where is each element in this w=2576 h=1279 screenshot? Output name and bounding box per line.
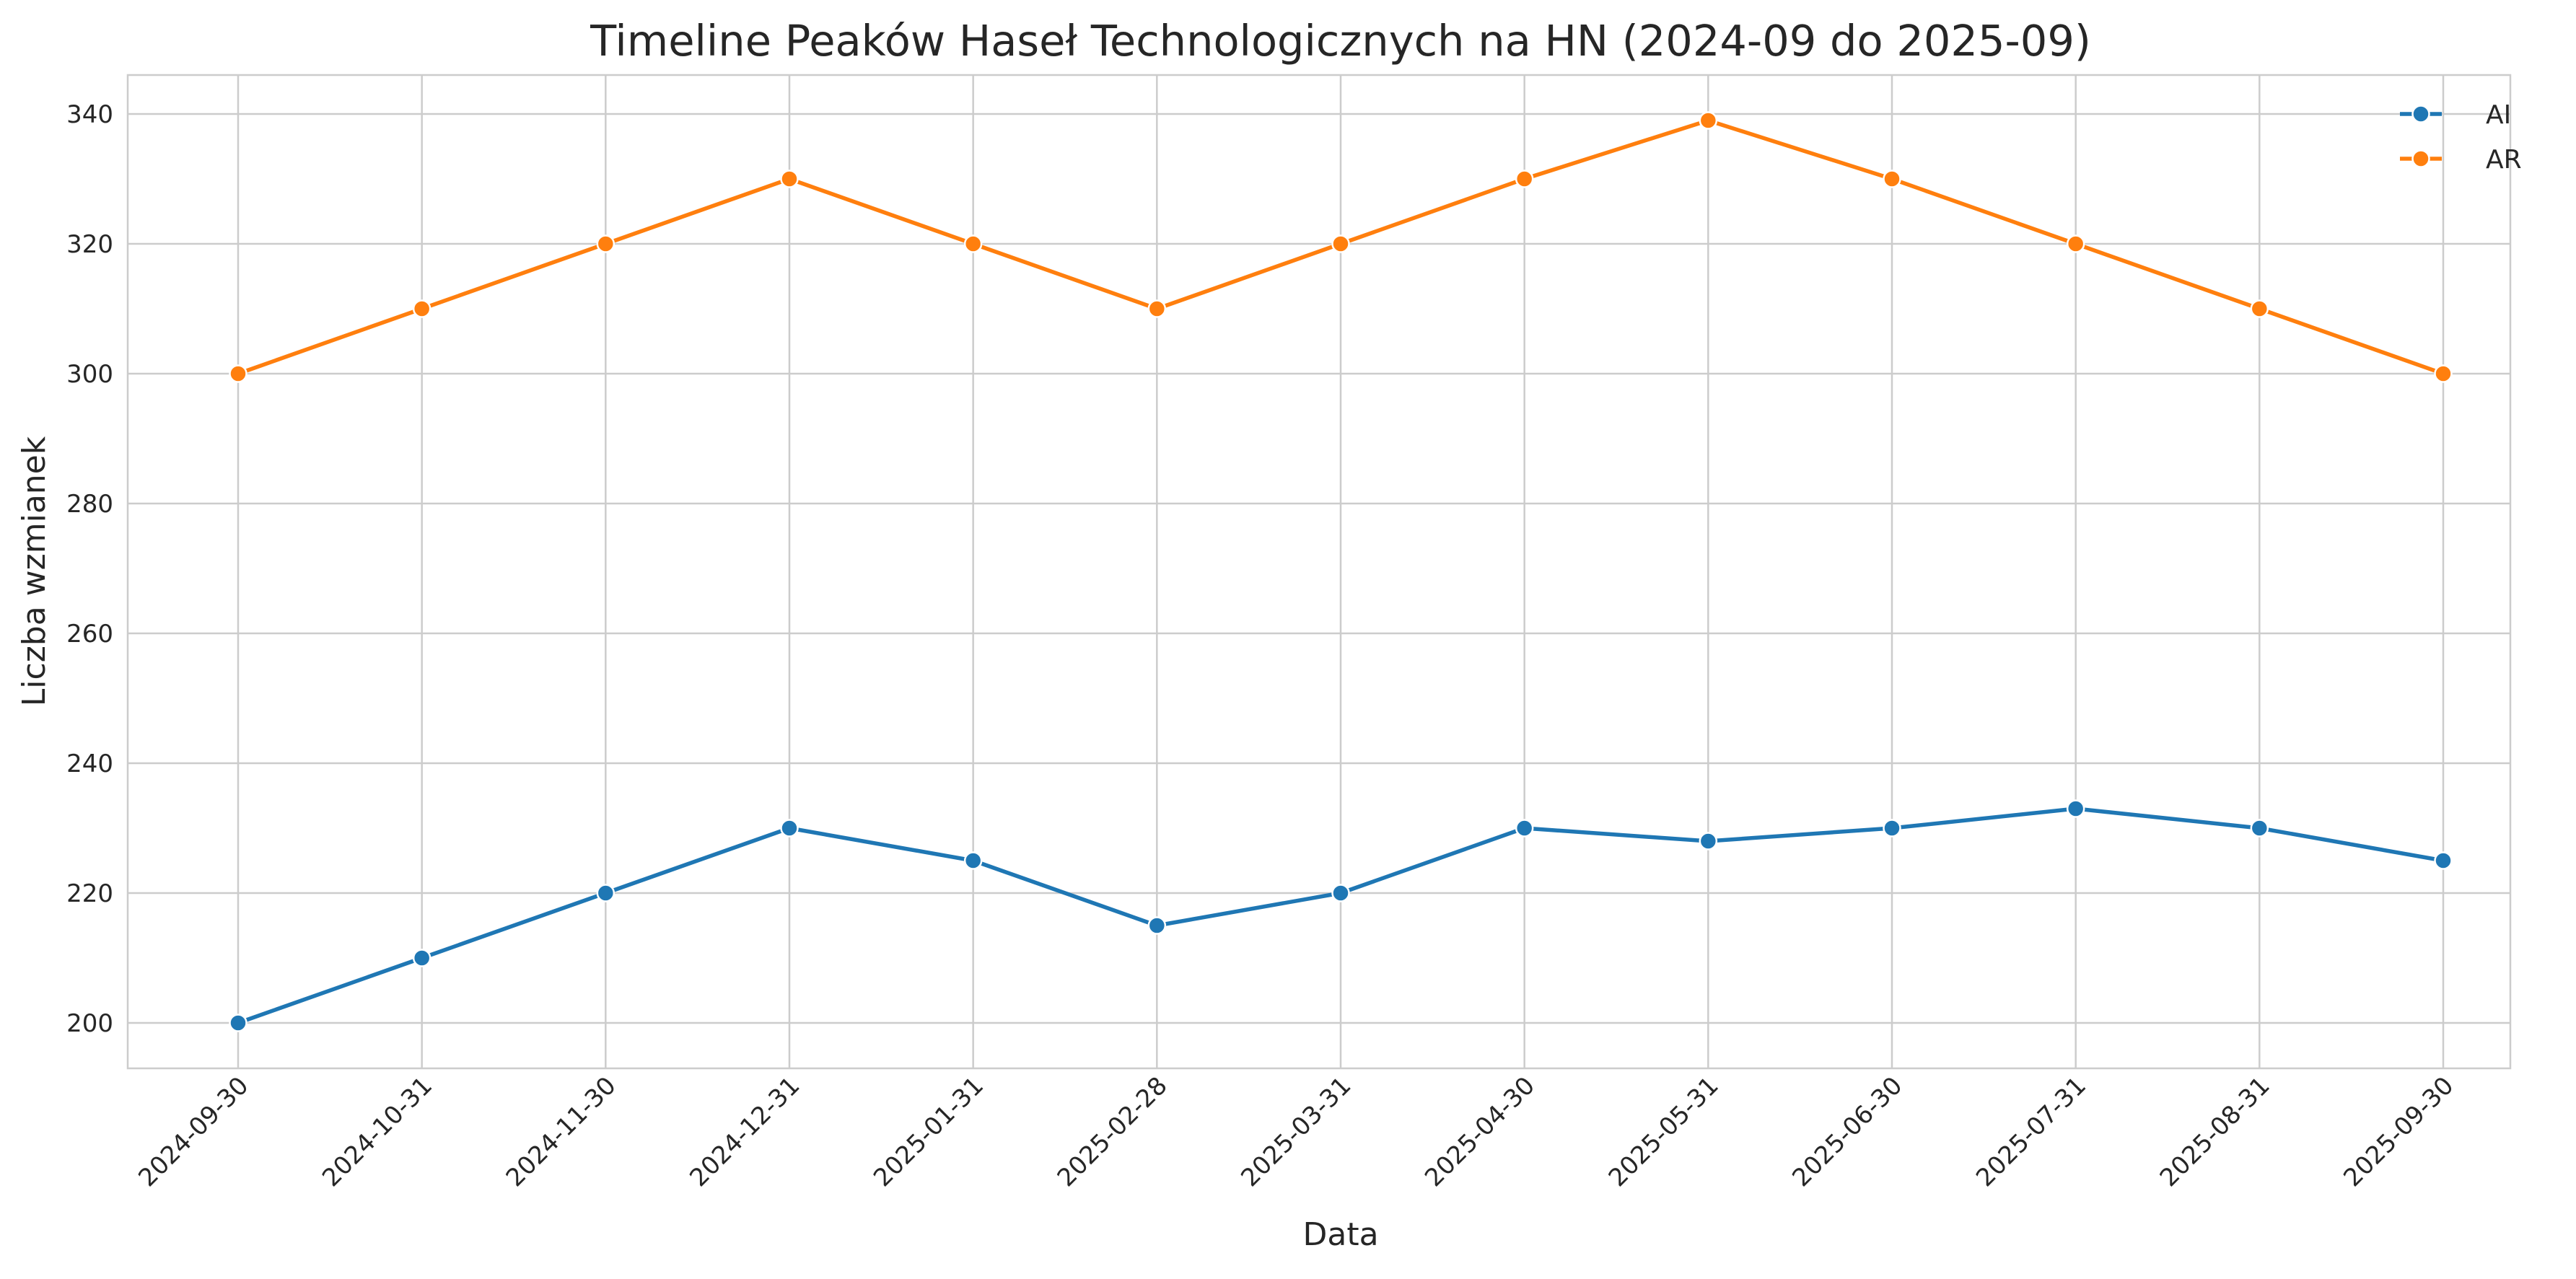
data-point [1515,819,1534,838]
legend-label: AR [2486,145,2522,175]
y-tick-label: 200 [66,1009,113,1038]
data-point [596,884,615,902]
x-tick-label: 2025-06-30 [1787,1071,1908,1192]
y-tick-label: 340 [66,100,113,129]
x-tick-label: 2025-03-31 [1235,1071,1357,1192]
y-tick-label: 260 [66,620,113,649]
data-point [1331,234,1350,253]
data-point [412,949,431,967]
x-axis-label: Data [1302,1216,1378,1253]
legend: AI AR [2400,100,2522,175]
data-point [412,299,431,318]
y-tick-label: 220 [66,879,113,908]
legend-item: AI [2400,100,2511,130]
data-point [2434,364,2453,383]
chart-title: Timeline Peaków Haseł Technologicznych n… [590,16,2091,66]
x-tick-label: 2025-08-31 [2155,1071,2276,1192]
series-layer [229,111,2453,1032]
data-point [1147,916,1167,935]
data-point [1883,170,1901,188]
data-point [1515,170,1534,188]
data-point [229,364,247,383]
x-tick-label: 2024-09-30 [133,1071,254,1192]
x-tick-label: 2025-01-31 [868,1071,989,1192]
data-point [780,170,799,188]
legend-label: AI [2486,100,2511,130]
x-tick-label: 2025-09-30 [2338,1071,2459,1192]
y-tick-label: 240 [66,750,113,778]
data-point [2250,819,2269,838]
data-point [963,234,983,253]
data-point [2066,234,2085,253]
data-point [1147,299,1167,318]
data-point [1699,111,1718,130]
y-tick-label: 300 [66,360,113,389]
x-tick-label: 2024-12-31 [684,1071,805,1192]
x-tick-label: 2025-04-30 [1419,1071,1541,1192]
y-tick-label: 320 [66,230,113,259]
x-tick-label: 2024-10-31 [317,1071,438,1192]
legend-marker [2411,149,2430,168]
x-tick-label: 2025-07-31 [1971,1071,2092,1192]
x-tick-label: 2025-02-28 [1052,1071,1173,1192]
plot-area [126,74,2512,1070]
data-point [229,1014,247,1032]
data-point [1699,832,1718,851]
series-ar [229,111,2453,383]
legend-marker [2411,105,2430,123]
data-point [1331,884,1350,902]
x-tick-label: 2025-05-31 [1603,1071,1725,1192]
data-point [596,234,615,253]
data-point [963,851,983,870]
data-point [2066,799,2085,818]
x-tick-label: 2024-11-30 [501,1071,622,1192]
legend-item: AR [2400,145,2522,175]
y-tick-label: 280 [66,490,113,519]
series-ai [229,799,2453,1032]
data-point [1883,819,1901,838]
y-axis-label: Liczba wzmianek [16,436,53,706]
data-point [780,819,799,838]
data-point [2250,299,2269,318]
data-point [2434,851,2453,870]
